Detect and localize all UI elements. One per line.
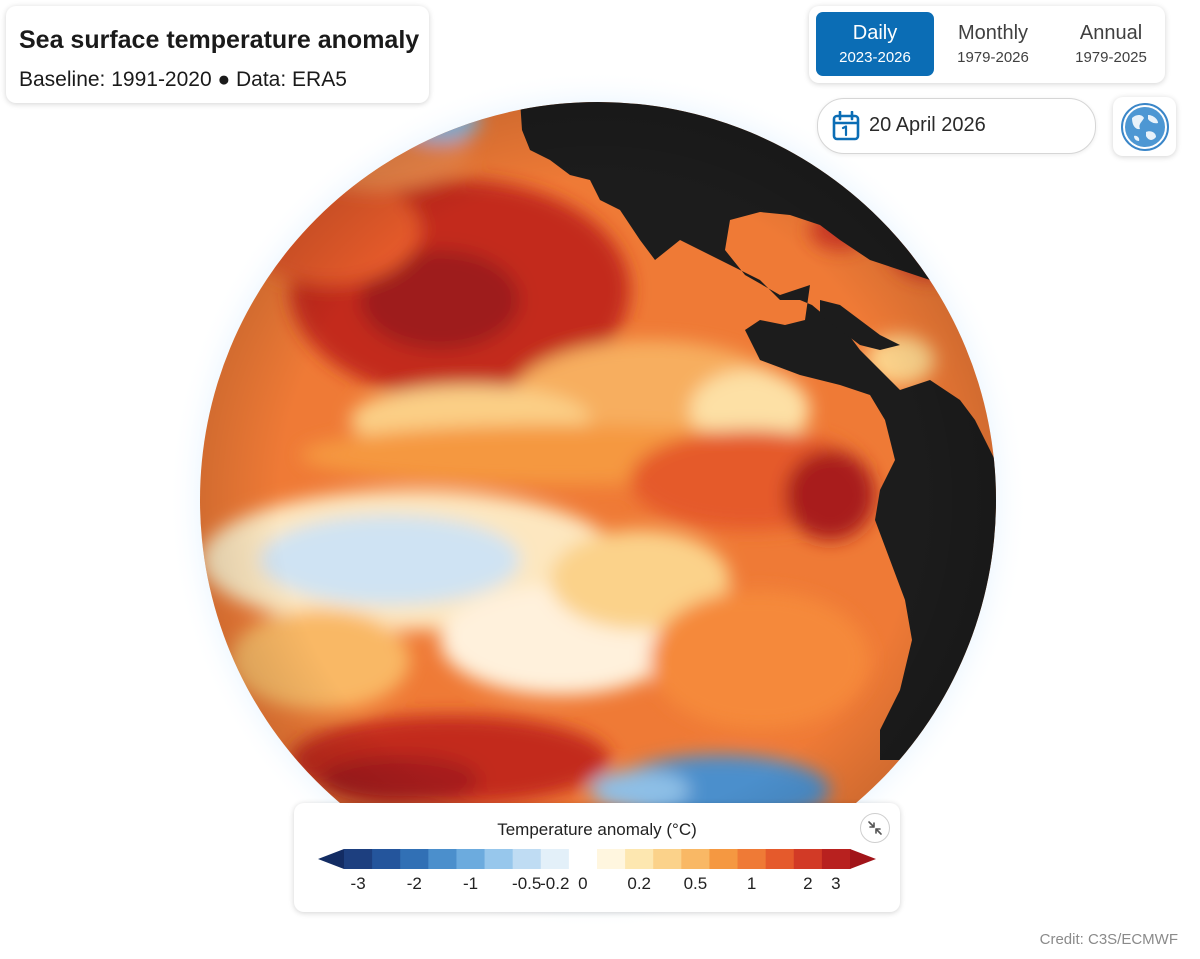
date-picker[interactable]: 20 April 2026 xyxy=(817,98,1096,154)
legend-swatch xyxy=(428,849,458,869)
projection-toggle-button[interactable] xyxy=(1113,97,1176,156)
legend-swatch xyxy=(512,849,542,869)
globe-icon xyxy=(1121,103,1169,151)
legend-title: Temperature anomaly (°C) xyxy=(497,820,697,839)
legend-tick-label: -0.2 xyxy=(540,874,570,893)
legend-tick-label: -2 xyxy=(406,874,422,893)
legend-colorbar xyxy=(318,849,876,869)
legend-swatch xyxy=(456,849,486,869)
legend-under-arrow xyxy=(318,849,344,869)
legend-swatch xyxy=(653,849,682,869)
page-subtitle: Baseline: 1991-2020 ● Data: ERA5 xyxy=(19,68,347,91)
legend-swatch xyxy=(344,849,373,869)
legend-over-arrow xyxy=(850,849,876,869)
legend-swatch xyxy=(681,849,711,869)
credit: Credit: C3S/ECMWF xyxy=(1039,931,1178,948)
legend-swatch xyxy=(765,849,795,869)
legend-swatch xyxy=(540,849,570,869)
legend-swatch xyxy=(737,849,767,869)
legend-swatch xyxy=(597,849,626,869)
legend: Temperature anomaly (°C) xyxy=(294,803,900,912)
legend-swatch xyxy=(400,849,429,869)
legend-tick-label: -0.5 xyxy=(512,874,542,893)
legend-tick-label: 0.2 xyxy=(627,874,652,893)
calendar-icon xyxy=(832,111,860,141)
tab-monthly-range: 1979-2026 xyxy=(957,49,1029,66)
legend-swatch xyxy=(372,849,401,869)
tab-annual-range: 1979-2025 xyxy=(1075,49,1147,66)
tab-daily-label: Daily xyxy=(852,22,898,44)
legend-swatch xyxy=(709,849,739,869)
legend-swatch xyxy=(821,849,851,869)
tab-annual[interactable]: Annual 1979-2025 xyxy=(1052,12,1170,76)
legend-tick-label: 2 xyxy=(803,874,813,893)
date-value: 20 April 2026 xyxy=(869,114,986,136)
tab-monthly[interactable]: Monthly 1979-2026 xyxy=(934,12,1052,76)
legend-collapse-button[interactable] xyxy=(860,813,890,843)
legend-swatch xyxy=(568,849,598,869)
collapse-arrows-icon xyxy=(868,821,882,835)
time-resolution-tabs: Daily 2023-2026 Monthly 1979-2026 Annual… xyxy=(809,6,1165,83)
tab-daily-range: 2023-2026 xyxy=(839,49,911,66)
page-title: Sea surface temperature anomaly xyxy=(19,26,420,54)
legend-swatch xyxy=(484,849,514,869)
legend-swatch xyxy=(793,849,823,869)
legend-tick-label: -3 xyxy=(350,874,366,893)
legend-tick-label: 3 xyxy=(831,874,841,893)
tab-daily[interactable]: Daily 2023-2026 xyxy=(816,12,934,76)
legend-tick-label: 1 xyxy=(746,874,757,893)
legend-tick-label: 0.5 xyxy=(683,874,708,893)
legend-tick-label: -1 xyxy=(462,874,479,893)
title-card: Sea surface temperature anomaly Baseline… xyxy=(6,6,429,103)
sst-anomaly-field xyxy=(200,102,996,898)
legend-swatch xyxy=(625,849,654,869)
tab-annual-label: Annual xyxy=(1079,22,1143,44)
legend-tick-label: 0 xyxy=(578,874,588,893)
tab-monthly-label: Monthly xyxy=(957,22,1029,44)
